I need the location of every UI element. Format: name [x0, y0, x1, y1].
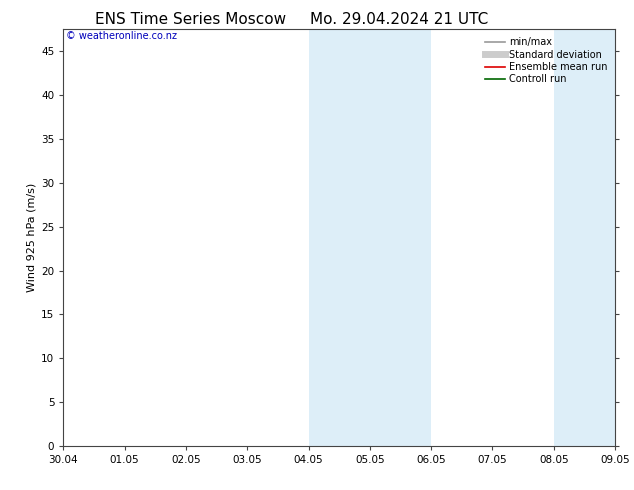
Legend: min/max, Standard deviation, Ensemble mean run, Controll run: min/max, Standard deviation, Ensemble me…	[482, 34, 610, 87]
Text: © weatheronline.co.nz: © weatheronline.co.nz	[66, 31, 177, 42]
Y-axis label: Wind 925 hPa (m/s): Wind 925 hPa (m/s)	[27, 183, 37, 292]
Bar	[553, 29, 615, 446]
Bar	[309, 29, 431, 446]
Text: ENS Time Series Moscow: ENS Time Series Moscow	[94, 12, 286, 27]
Text: Mo. 29.04.2024 21 UTC: Mo. 29.04.2024 21 UTC	[310, 12, 489, 27]
